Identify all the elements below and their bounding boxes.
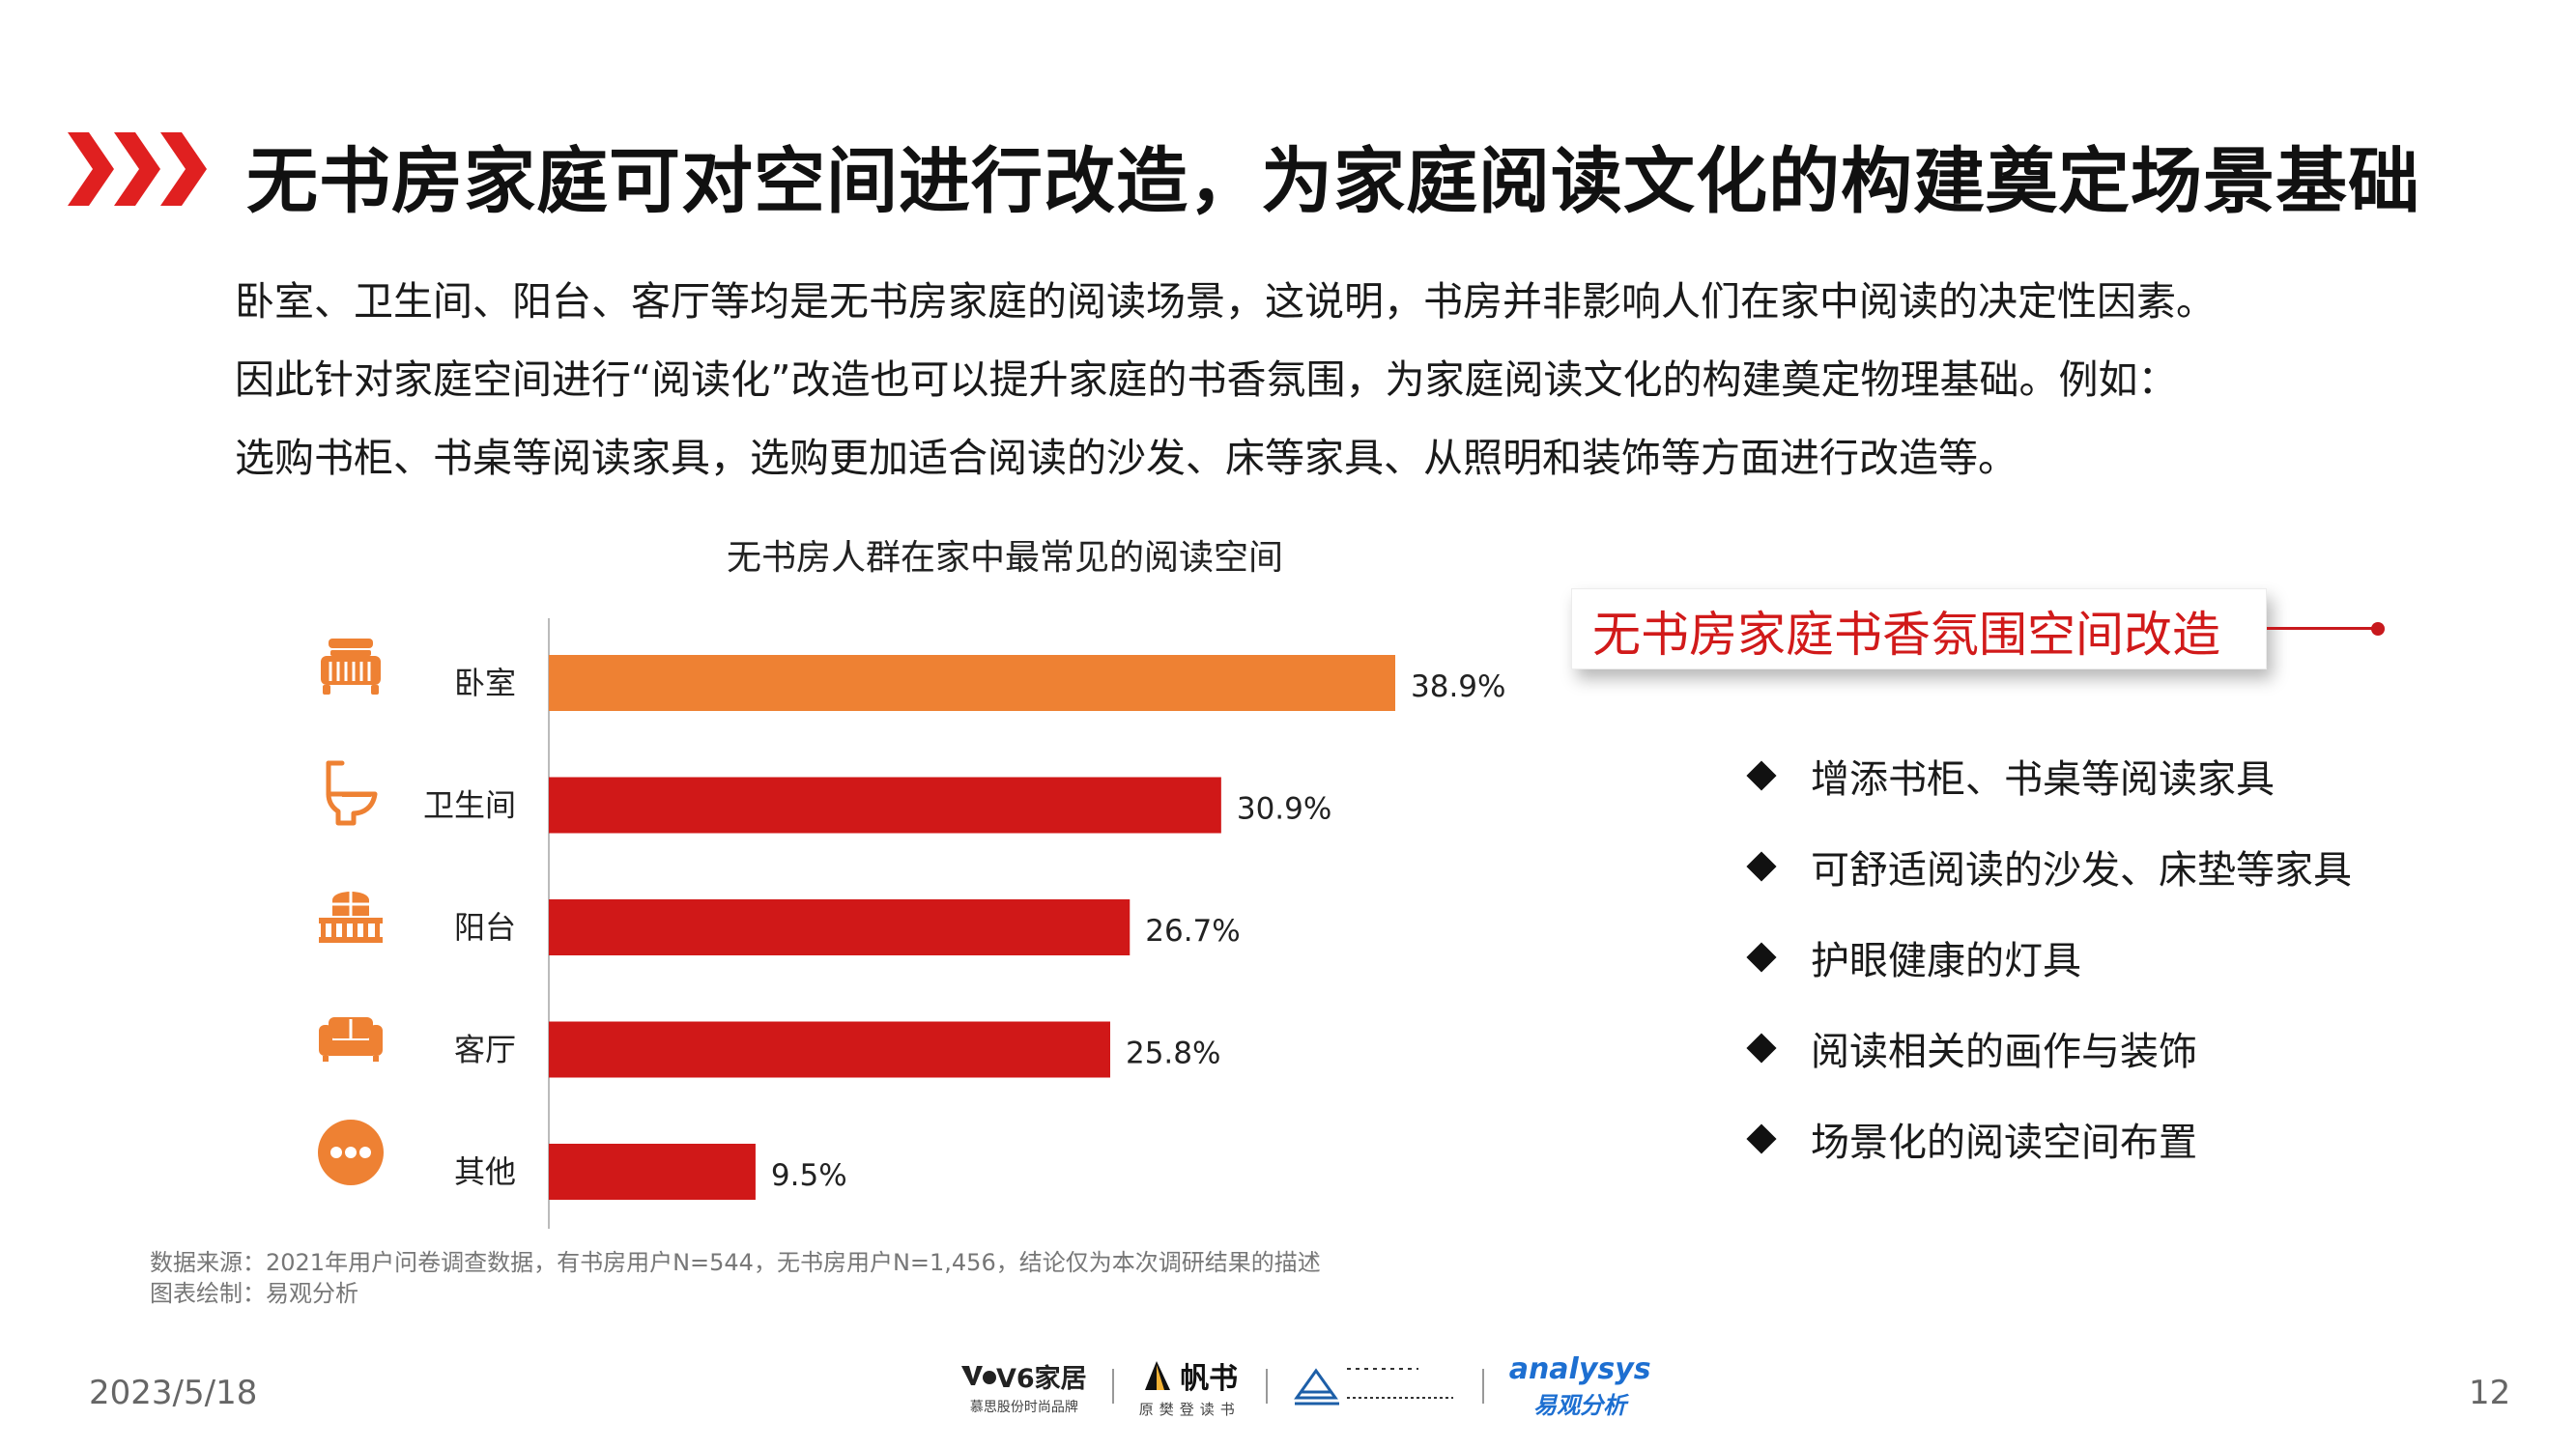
source-line: 数据来源：2021年用户问卷调查数据，有书房用户N=544，无书房用户N=1,4… (150, 1249, 1321, 1276)
analysys-logo-subtext: 易观分析 (1533, 1392, 1627, 1419)
fanshu-logo-text: 帆书 (1180, 1361, 1239, 1396)
more-icon (318, 1120, 384, 1185)
analysys-logo-text: analysys (1508, 1352, 1651, 1386)
diamond-bullet-icon (1746, 942, 1777, 973)
list-item-text: 增添书柜、书桌等阅读家具 (1811, 757, 2275, 802)
list-item: 护眼健康的灯具 (1746, 912, 2352, 1003)
toilet-icon (326, 760, 378, 826)
sofa-icon (319, 1017, 383, 1062)
intro-line: 卧室、卫生间、阳台、客厅等均是无书房家庭的阅读场景，这说明，书房并非影响人们在家… (235, 278, 2216, 325)
diamond-bullet-icon (1746, 851, 1777, 882)
list-item-text: 可舒适阅读的沙发、床垫等家具 (1811, 848, 2352, 893)
diamond-bullet-icon (1746, 1123, 1777, 1154)
v6-logo-text: V6家居 (996, 1363, 1087, 1394)
list-item: 阅读相关的画作与装饰 (1746, 1003, 2352, 1094)
data-label: 9.5% (771, 1158, 847, 1193)
source-note: 数据来源：2021年用户问卷调查数据，有书房用户N=544，无书房用户N=1,4… (150, 1247, 1321, 1309)
list-item-text: 阅读相关的画作与装饰 (1811, 1030, 2197, 1074)
library-mark-icon (1293, 1368, 1453, 1406)
callout-connector-line (2267, 627, 2375, 630)
intro-line: 选购书柜、书桌等阅读家具，选购更加适合阅读的沙发、床等家具、从照明和装饰等方面进… (235, 435, 2018, 481)
diamond-bullet-icon (1746, 760, 1777, 791)
bar (549, 777, 1221, 834)
source-line: 图表绘制：易观分析 (150, 1280, 358, 1307)
callout-connector-dot (2371, 622, 2385, 636)
fanshu-logo-subtext: 原樊登读书 (1138, 1400, 1241, 1418)
logo-divider (1111, 1369, 1114, 1404)
bar (549, 899, 1131, 955)
intro-line: 因此针对家庭空间进行“阅读化”改造也可以提升家庭的书香氛围，为家庭阅读文化的构建… (235, 356, 2178, 403)
bar (549, 655, 1395, 711)
list-item-text: 场景化的阅读空间布置 (1811, 1121, 2197, 1165)
chart-title: 无书房人群在家中最常见的阅读空间 (727, 538, 1284, 578)
bar-chart: 卧室 38.9% 卫生间 30.9% 阳台 26.7% 客厅 25.8% 其他 9.5% (423, 618, 1505, 1229)
fanshu-mark-icon (1145, 1360, 1171, 1390)
partner-logos: V6家居 慕思股份时尚品牌 帆书 原樊登读书 analysys 易观分析 (961, 1348, 1651, 1425)
list-item: 增添书柜、书桌等阅读家具 (1746, 730, 2352, 821)
callout-title: 无书房家庭书香氛围空间改造 (1592, 607, 2220, 663)
fanshu-logo: 帆书 原樊登读书 (1139, 1354, 1241, 1419)
data-label: 25.8% (1126, 1037, 1220, 1071)
data-label: 38.9% (1411, 669, 1505, 704)
logo-divider (1265, 1369, 1268, 1404)
diamond-bullet-icon (1746, 1033, 1777, 1064)
list-item: 场景化的阅读空间布置 (1746, 1094, 2352, 1184)
callout-list: 增添书柜、书桌等阅读家具 可舒适阅读的沙发、床垫等家具 护眼健康的灯具 阅读相关… (1746, 730, 2352, 1184)
list-item-text: 护眼健康的灯具 (1811, 939, 2081, 983)
callout-box (1571, 588, 2267, 669)
page-number: 12 (2469, 1374, 2511, 1412)
category-label: 卫生间 (423, 787, 516, 824)
bed-icon (321, 639, 381, 695)
v6-mark-icon (961, 1366, 996, 1385)
bar (549, 1021, 1110, 1078)
category-label: 卧室 (454, 665, 516, 701)
analysys-logo: analysys 易观分析 (1509, 1352, 1651, 1420)
footer-date: 2023/5/18 (89, 1374, 258, 1412)
library-logo (1293, 1359, 1457, 1413)
category-label: 其他 (454, 1153, 516, 1190)
bar (549, 1144, 756, 1200)
v6-logo: V6家居 慕思股份时尚品牌 (961, 1357, 1087, 1416)
list-item: 可舒适阅读的沙发、床垫等家具 (1746, 821, 2352, 912)
intro-paragraph: 卧室、卫生间、阳台、客厅等均是无书房家庭的阅读场景，这说明，书房并非影响人们在家… (235, 263, 2457, 497)
data-label: 30.9% (1237, 792, 1331, 827)
v6-logo-subtext: 慕思股份时尚品牌 (969, 1399, 1078, 1415)
logo-divider (1481, 1369, 1484, 1404)
page-title: 无书房家庭可对空间进行改造，为家庭阅读文化的构建奠定场景基础 (246, 140, 2420, 223)
data-label: 26.7% (1145, 914, 1240, 949)
category-label: 阳台 (454, 909, 516, 946)
title-chevron-icon (68, 132, 207, 206)
balcony-icon (319, 891, 383, 943)
category-label: 客厅 (454, 1032, 516, 1068)
